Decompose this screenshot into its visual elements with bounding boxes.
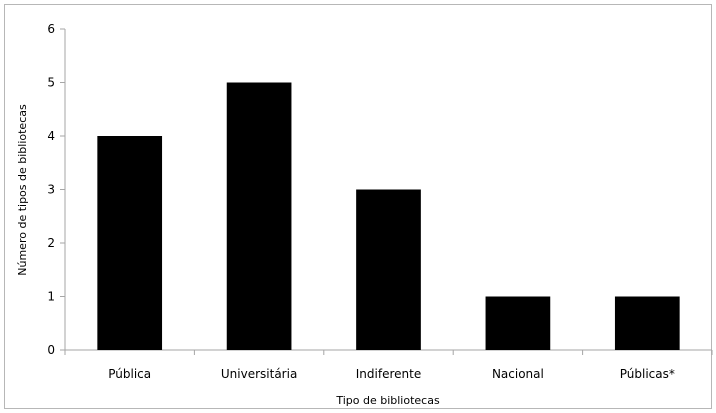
bar-3 bbox=[356, 189, 421, 350]
x-tick-label: Universitária bbox=[221, 367, 297, 381]
x-tick-label: Nacional bbox=[492, 367, 544, 381]
y-tick-label: 5 bbox=[47, 76, 55, 90]
y-tick-label: 0 bbox=[47, 343, 55, 357]
y-tick-label: 3 bbox=[47, 183, 55, 197]
y-tick-label: 6 bbox=[47, 22, 55, 36]
y-tick-label: 4 bbox=[47, 129, 55, 143]
y-axis-label: Número de tipos de bibliotecas bbox=[16, 104, 29, 276]
x-tick-label: Indiferente bbox=[356, 367, 421, 381]
bar-2 bbox=[226, 82, 292, 350]
x-tick-label: Pública bbox=[108, 367, 151, 381]
bar-4 bbox=[485, 296, 551, 350]
y-tick-label: 2 bbox=[47, 236, 55, 250]
tick-labels: 0 1 2 3 4 5 6 Pública Universitária Indiferente Na… bbox=[47, 22, 675, 381]
bars bbox=[97, 82, 680, 350]
bar-5 bbox=[614, 296, 680, 350]
x-tick-label: Públicas* bbox=[620, 367, 675, 381]
x-axis-label: Tipo de bibliotecas bbox=[335, 394, 440, 407]
y-tick-label: 1 bbox=[47, 290, 55, 304]
bar-1 bbox=[97, 136, 163, 350]
